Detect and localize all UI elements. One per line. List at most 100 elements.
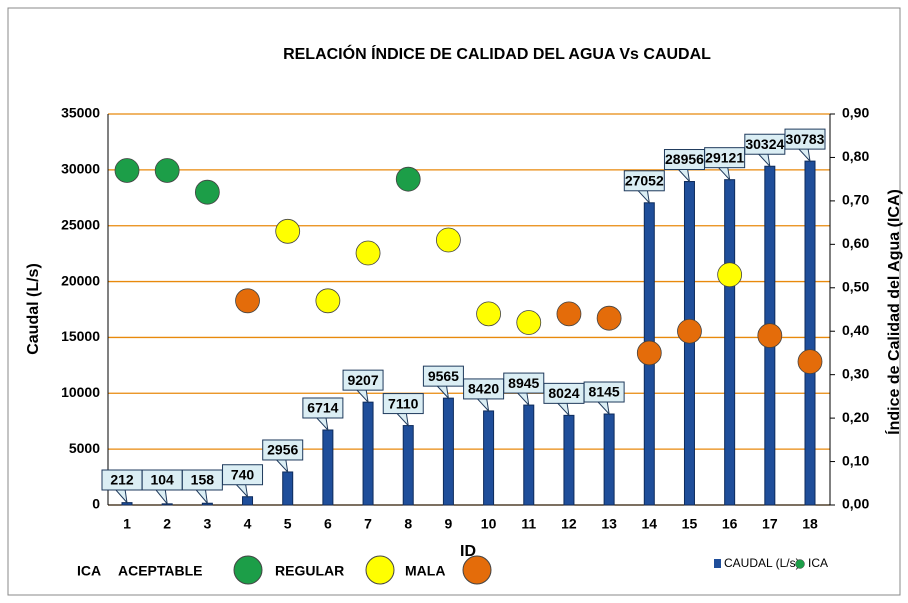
y-tick-label: 10000: [61, 384, 100, 400]
x-tick-label: 17: [762, 516, 778, 532]
chart-frame: [7, 7, 901, 596]
y-tick-label: 15000: [61, 328, 100, 344]
x-tick-label: 15: [682, 516, 698, 532]
ica-point: [315, 288, 341, 314]
ica-legend-marker: [462, 555, 492, 585]
ica-legend-label: ACEPTABLE: [118, 563, 203, 579]
ica-point: [596, 305, 622, 331]
legend-label: CAUDAL (L/s): [724, 556, 800, 570]
chart-title: RELACIÓN ÍNDICE DE CALIDAD DEL AGUA Vs C…: [283, 44, 711, 63]
data-label: 6714: [307, 400, 338, 416]
x-tick-label: 2: [163, 516, 171, 532]
ica-point: [717, 262, 743, 288]
bar: [603, 413, 615, 506]
data-label: 8024: [548, 385, 579, 401]
x-tick-label: 12: [561, 516, 577, 532]
data-label: 8145: [589, 384, 620, 400]
data-label-box: [422, 365, 464, 387]
data-label-box: [262, 439, 304, 461]
bar: [402, 425, 414, 506]
ica-legend-marker: [365, 555, 395, 585]
x-tick-label: 6: [324, 516, 332, 532]
bar: [282, 471, 294, 506]
x-tick-label: 1: [123, 516, 131, 532]
x-tick-label: 4: [244, 516, 252, 532]
data-label: 7110: [388, 395, 419, 411]
data-label: 212: [110, 472, 134, 488]
data-label: 9207: [347, 372, 378, 388]
bar: [322, 429, 334, 506]
ica-point: [235, 288, 260, 314]
y-tick-label: 20000: [61, 272, 100, 288]
y2-tick-label: 0,20: [842, 409, 869, 425]
y-tick-label: 0: [92, 496, 100, 512]
y2-tick-label: 0,70: [842, 192, 869, 208]
data-label: 104: [150, 472, 174, 488]
data-label: 27052: [625, 172, 664, 188]
y-tick-label: 5000: [69, 440, 100, 456]
ica-legend-label: REGULAR: [275, 563, 344, 579]
bar: [804, 160, 816, 506]
data-label: 30324: [745, 136, 784, 152]
data-label-box: [382, 393, 424, 415]
y2-axis-title: Índice de Calidad del Agua (ICA): [884, 189, 903, 435]
x-axis-title: ID: [460, 543, 476, 560]
data-label: 28956: [665, 151, 704, 167]
ica-legend-label: MALA: [405, 563, 445, 579]
ica-point: [797, 349, 823, 375]
ica-point: [395, 166, 421, 192]
data-label: 740: [231, 466, 255, 482]
data-label-box: [623, 170, 665, 192]
ica-point: [677, 318, 702, 344]
data-label-box: [302, 397, 344, 419]
legend-marker: [714, 559, 721, 568]
y2-tick-label: 0,40: [842, 322, 869, 338]
data-label: 158: [191, 472, 215, 488]
y-tick-label: 30000: [61, 161, 100, 177]
x-tick-label: 7: [364, 516, 372, 532]
x-tick-label: 9: [445, 516, 453, 532]
ica-point: [154, 158, 180, 183]
ica-point: [516, 310, 542, 335]
data-label: 8420: [468, 381, 499, 397]
y2-tick-label: 0,60: [842, 235, 869, 251]
x-tick-label: 3: [203, 516, 211, 532]
ica-point: [636, 340, 662, 366]
y2-tick-label: 0,80: [842, 148, 869, 164]
data-label: 8945: [508, 375, 539, 391]
bar: [442, 397, 454, 506]
y2-tick-label: 0,30: [842, 365, 869, 381]
bar: [563, 414, 575, 506]
x-tick-label: 14: [642, 516, 658, 532]
ica-point: [436, 227, 461, 253]
bar: [362, 401, 374, 506]
ica-point: [476, 301, 501, 327]
ica-point: [275, 218, 301, 244]
ica-point: [194, 179, 220, 205]
x-tick-label: 18: [802, 516, 818, 532]
data-label-box: [784, 128, 826, 150]
bar: [523, 404, 535, 506]
legend-marker: [795, 559, 805, 569]
data-label: 2956: [267, 442, 298, 458]
y-tick-label: 35000: [61, 105, 100, 121]
y2-tick-label: 0,90: [842, 105, 869, 121]
x-tick-label: 8: [404, 516, 412, 532]
data-label-box: [222, 464, 264, 486]
x-tick-label: 5: [284, 516, 292, 532]
y2-tick-label: 0,50: [842, 278, 869, 294]
x-tick-label: 16: [722, 516, 738, 532]
ica-point: [355, 240, 381, 266]
ica-point: [114, 158, 140, 183]
ica-legend-title: ICA: [77, 563, 101, 579]
y2-tick-label: 0,00: [842, 496, 869, 512]
bar: [724, 179, 736, 506]
data-label-box: [583, 381, 625, 403]
y-tick-label: 25000: [61, 216, 100, 232]
y2-tick-label: 0,10: [842, 452, 869, 468]
x-tick-label: 13: [601, 516, 617, 532]
ica-point: [556, 301, 582, 327]
data-label-box: [342, 369, 384, 391]
ica-point: [757, 323, 783, 348]
y-axis-title: Caudal (L/s): [25, 263, 42, 355]
